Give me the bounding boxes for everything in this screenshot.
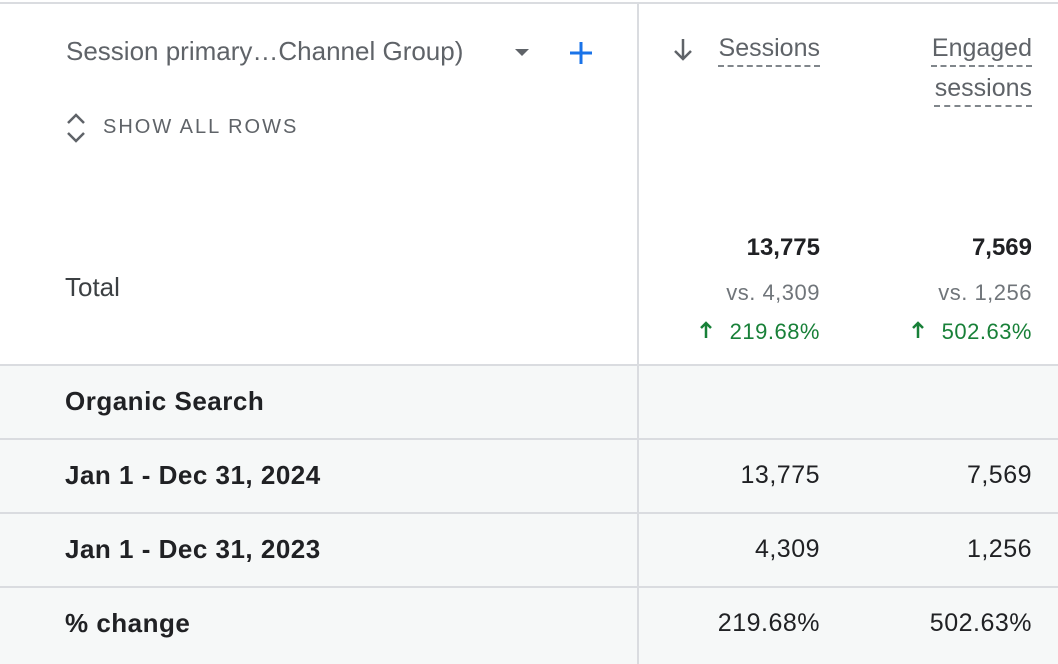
row-divider (0, 438, 1058, 440)
cell-value: 219.68% (717, 609, 820, 637)
cell-value: 1,256 (966, 535, 1032, 563)
top-border (0, 2, 1058, 4)
up-arrow (912, 321, 924, 338)
column-header[interactable]: Engaged sessions (882, 28, 1032, 108)
total-value: 7,569 (971, 234, 1032, 261)
row-label: Jan 1 - Dec 31, 2023 (65, 534, 321, 564)
row-divider (0, 364, 1058, 366)
column-divider (637, 4, 639, 664)
show-all-rows[interactable]: SHOW ALL ROWS (103, 116, 299, 138)
row-divider (0, 586, 1058, 588)
column-header[interactable]: Sessions (719, 28, 820, 68)
cell-value: 502.63% (929, 609, 1032, 637)
cell-value: 7,569 (966, 461, 1032, 489)
cell-value: 13,775 (740, 461, 820, 489)
total-label: Total (65, 272, 120, 302)
comparison-value: vs. 4,309 (726, 280, 820, 305)
change-value: 502.63% (941, 319, 1032, 344)
total-value: 13,775 (746, 234, 820, 261)
comparison-value: vs. 1,256 (938, 280, 1032, 305)
expand-icon[interactable] (64, 111, 88, 145)
column-header-text: Engaged sessions (931, 34, 1032, 102)
column-header-text: Sessions (718, 34, 820, 62)
sort-arrow (674, 39, 692, 61)
cell-value: 4,309 (754, 535, 820, 563)
add-dimension-icon[interactable] (567, 39, 595, 67)
rows-background (0, 366, 1058, 664)
group-label: Organic Search (65, 386, 265, 416)
up-arrow (700, 321, 712, 338)
change-value: 219.68% (729, 319, 820, 344)
dimension-selector[interactable]: Session primary…Channel Group) (66, 36, 464, 66)
row-label: Jan 1 - Dec 31, 2024 (65, 460, 321, 490)
dropdown-icon[interactable] (512, 46, 532, 60)
row-divider (0, 512, 1058, 514)
row-label: % change (65, 608, 191, 638)
